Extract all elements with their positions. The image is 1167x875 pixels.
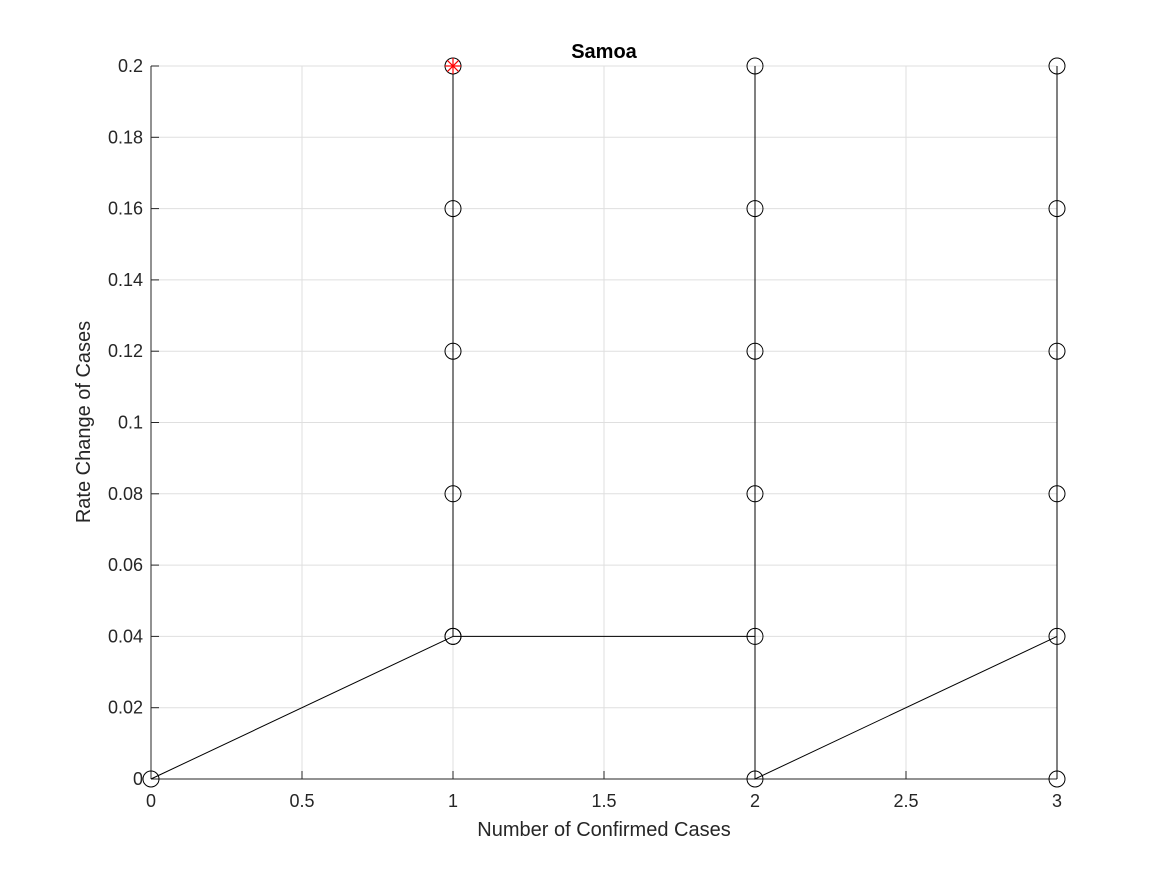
- data-point: [1048, 627, 1066, 645]
- data-point: [1048, 342, 1066, 360]
- y-tick-label: 0.04: [108, 626, 143, 646]
- grid: [150, 65, 1058, 780]
- data-point: [746, 770, 764, 788]
- data-point: [142, 770, 160, 788]
- y-tick-label: 0.12: [108, 341, 143, 361]
- highlight-marker: [445, 58, 461, 74]
- tick-labels: 0 0.5 1 1.5 2 2.5 3 0 0.02 0.04 0.06 0.08 0.1 0.12 0.1…: [108, 56, 1062, 811]
- x-tick-label: 2: [750, 791, 760, 811]
- y-tick-label: 0.18: [108, 127, 143, 147]
- data-point: [746, 342, 764, 360]
- data-point: [444, 627, 462, 645]
- x-tick-label: 3: [1052, 791, 1062, 811]
- y-tick-label: 0.06: [108, 555, 143, 575]
- data-point: [1048, 57, 1066, 75]
- chart-title: Samoa: [571, 41, 637, 63]
- y-tick-label: 0.08: [108, 484, 143, 504]
- y-axis-label: Rate Change of Cases: [73, 321, 95, 523]
- y-tick-label: 0.02: [108, 698, 143, 718]
- y-tick-label: 0.14: [108, 270, 143, 290]
- data-point: [1048, 200, 1066, 218]
- data-point: [746, 627, 764, 645]
- data-point: [746, 485, 764, 503]
- y-tick-label: 0: [133, 769, 143, 789]
- x-tick-label: 1.5: [591, 791, 616, 811]
- data-point: [746, 57, 764, 75]
- data-point: [444, 200, 462, 218]
- x-axis-label: Number of Confirmed Cases: [477, 819, 730, 841]
- x-tick-label: 0.5: [289, 791, 314, 811]
- y-tick-label: 0.16: [108, 199, 143, 219]
- data-point: [444, 485, 462, 503]
- x-tick-label: 2.5: [893, 791, 918, 811]
- series-line: [150, 66, 1058, 780]
- data-point: [1048, 770, 1066, 788]
- x-tick-label: 1: [448, 791, 458, 811]
- series: [150, 66, 1058, 780]
- y-tick-label: 0.2: [118, 56, 143, 76]
- data-point: [1048, 485, 1066, 503]
- x-tick-label: 0: [146, 791, 156, 811]
- data-point: [444, 342, 462, 360]
- data-point: [746, 200, 764, 218]
- markers: [142, 57, 1066, 788]
- y-tick-label: 0.1: [118, 413, 143, 433]
